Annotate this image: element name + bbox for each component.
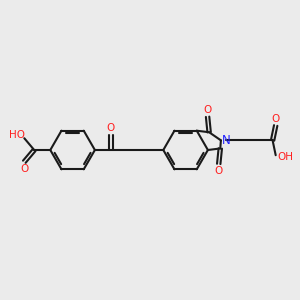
Text: O: O <box>203 105 212 115</box>
Text: N: N <box>221 134 230 147</box>
Text: O: O <box>214 166 223 176</box>
Text: O: O <box>272 114 280 124</box>
Text: HO: HO <box>9 130 25 140</box>
Text: O: O <box>107 123 115 133</box>
Text: OH: OH <box>278 152 294 162</box>
Text: O: O <box>20 164 28 174</box>
